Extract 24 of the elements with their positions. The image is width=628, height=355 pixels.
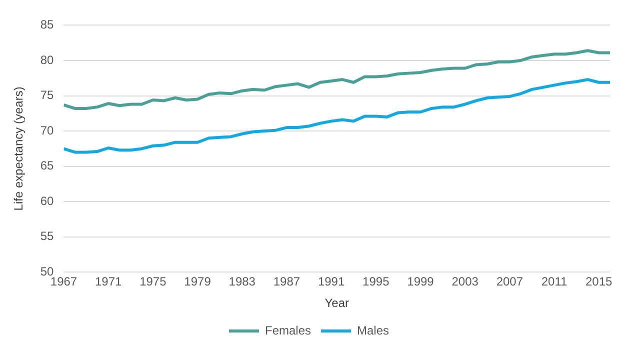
y-tick-label: 60	[40, 194, 54, 208]
x-tick-label: 1979	[184, 274, 212, 289]
y-tick-label: 70	[40, 123, 54, 138]
y-tick-label: 85	[40, 18, 54, 32]
x-tick-label: 1971	[94, 274, 122, 289]
x-tick-label: 1975	[140, 274, 167, 289]
legend-label: Males	[357, 323, 390, 338]
x-tick-label: 2007	[496, 274, 524, 289]
y-tick-label: 65	[40, 158, 54, 173]
y-tick-label: 80	[40, 52, 54, 67]
x-axis-title: Year	[324, 296, 349, 310]
x-tick-label: 1967	[50, 274, 78, 289]
x-tick-label: 2011	[541, 274, 568, 289]
x-tick-label: 2003	[452, 274, 479, 289]
y-tick-label: 75	[40, 88, 54, 102]
x-tick-label: 1995	[362, 274, 390, 289]
legend-label: Females	[264, 323, 312, 338]
x-tick-label: 1983	[228, 274, 256, 289]
y-tick-label: 55	[40, 229, 54, 244]
x-tick-label: 2015	[586, 274, 613, 289]
x-tick-label: 1991	[318, 274, 345, 289]
x-tick-label: 1987	[273, 274, 300, 289]
y-axis-title: Life expectancy (years)	[12, 86, 26, 211]
x-tick-label: 1999	[407, 274, 434, 289]
